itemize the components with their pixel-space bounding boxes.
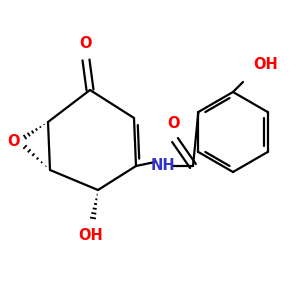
Text: O: O: [167, 116, 179, 131]
Text: O: O: [7, 134, 19, 149]
Text: OH: OH: [79, 228, 104, 243]
Text: OH: OH: [253, 57, 278, 72]
Text: NH: NH: [151, 158, 175, 173]
Text: O: O: [80, 36, 92, 51]
